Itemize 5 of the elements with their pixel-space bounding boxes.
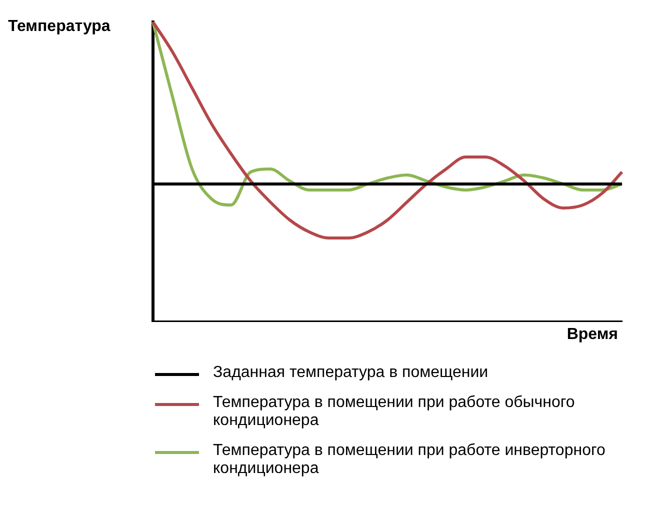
legend-label: Заданная температура в помещении xyxy=(213,364,490,382)
legend-label: Температура в помещении при работе обычного кондиционера xyxy=(213,394,576,430)
y-axis-title: Температура xyxy=(8,18,110,36)
x-axis-title: Время xyxy=(566,326,619,344)
legend-label: Температура в помещении при работе инверторного кондиционера xyxy=(213,442,606,478)
